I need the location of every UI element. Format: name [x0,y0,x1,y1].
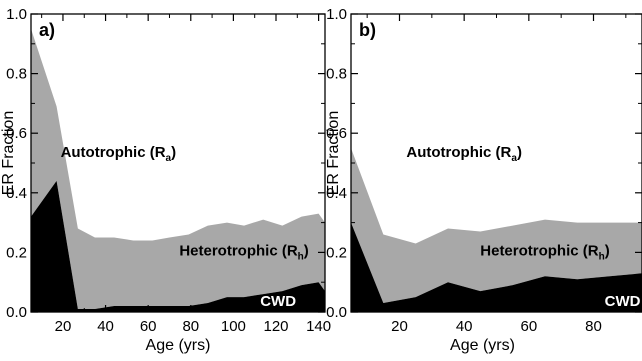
annotation-main: Autotrophic (R [61,144,166,161]
annotation-main: Autotrophic (R [406,144,511,161]
area-autotrophic [351,14,642,244]
area-cwd [351,222,642,312]
annotation-subscript: a [511,153,517,164]
annotation-main: CWD [260,293,296,310]
annotation-tail: ) [171,144,176,161]
x-tick-label: 120 [263,318,288,335]
panel-letter: a) [39,20,55,40]
annotation-subscript: a [166,153,172,164]
annotation-main: CWD [605,293,641,310]
y-axis-label: ER Fraction [0,111,17,195]
annotation-heterotrophic: Heterotrophic (Rh) [179,242,308,262]
annotation-tail: ) [605,242,610,259]
y-tick-label: 0.6 [6,125,27,142]
x-tick-label: 60 [520,318,537,335]
annotation-autotrophic: Autotrophic (Ra) [61,144,177,164]
x-tick-label: 80 [585,318,602,335]
panel-b: Autotrophic (Ra)Heterotrophic (Rh)CWD0.0… [325,6,642,354]
y-tick-label: 0.6 [326,125,347,142]
annotation-main: Heterotrophic (R [179,242,298,259]
annotation-cwd: CWD [605,293,641,310]
annotation-heterotrophic: Heterotrophic (Rh) [480,242,609,262]
x-tick-label: 100 [221,318,246,335]
y-tick-label: 0.4 [326,185,347,202]
area-heterotrophic [351,148,642,304]
x-tick-label: 60 [140,318,157,335]
y-tick-label: 0.2 [326,244,347,261]
plot-area: Autotrophic (Ra)Heterotrophic (Rh)CWD [31,14,325,312]
annotation-tail: ) [517,144,522,161]
y-tick-label: 0.2 [6,244,27,261]
panel-a: Autotrophic (Ra)Heterotrophic (Rh)CWD0.0… [0,6,331,354]
annotation-subscript: h [298,251,304,262]
area-heterotrophic [31,28,325,310]
y-tick-label: 0.8 [326,66,347,83]
x-tick-label: 20 [391,318,408,335]
annotation-cwd: CWD [260,293,296,310]
panel-letter: b) [359,20,376,40]
x-tick-label: 40 [456,318,473,335]
x-tick-label: 20 [55,318,72,335]
y-tick-label: 1.0 [6,6,27,23]
annotation-autotrophic: Autotrophic (Ra) [406,144,522,164]
x-tick-label: 140 [306,318,331,335]
y-tick-label: 0.0 [6,304,27,321]
annotation-subscript: h [599,251,605,262]
x-axis-label: Age (yrs) [450,337,515,354]
x-axis-label: Age (yrs) [146,337,211,354]
y-tick-label: 0.4 [6,185,27,202]
area-autotrophic [31,14,325,241]
area-cwd [31,180,325,312]
x-tick-label: 80 [182,318,199,335]
annotation-tail: ) [304,242,309,259]
x-tick-label: 40 [97,318,114,335]
annotation-main: Heterotrophic (R [480,242,599,259]
y-tick-label: 0.8 [6,66,27,83]
y-axis-label: ER Fraction [325,111,342,195]
y-tick-label: 1.0 [326,6,347,23]
y-tick-label: 0.0 [326,304,347,321]
plot-area: Autotrophic (Ra)Heterotrophic (Rh)CWD [351,14,642,312]
